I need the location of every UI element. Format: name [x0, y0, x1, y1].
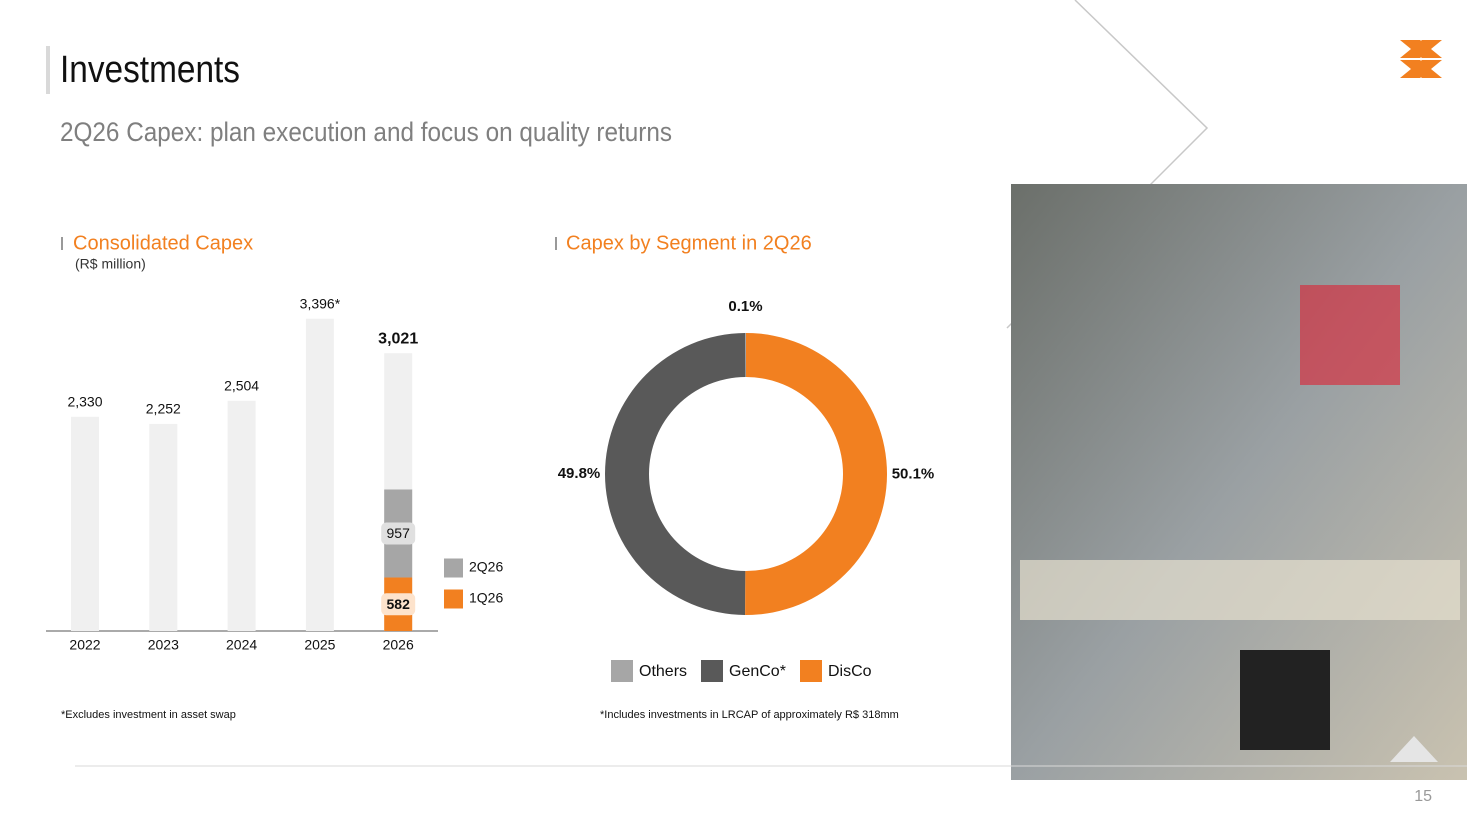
legend-label: 2Q26 [469, 559, 503, 575]
chart-title: Capex by Segment in 2Q26 [566, 232, 812, 254]
slice-label: 50.1% [892, 465, 935, 482]
segment-label: 957 [387, 525, 411, 541]
legend-swatch [611, 660, 633, 682]
x-tick-label: 2025 [304, 637, 335, 653]
chart-title: Consolidated Capex [73, 232, 253, 254]
section-bar [555, 237, 557, 250]
x-tick-label: 2026 [383, 637, 414, 653]
section-bar [61, 237, 63, 250]
value-label: 3,396* [300, 295, 341, 311]
donut-slice [745, 333, 888, 615]
bar [149, 423, 178, 631]
chart-subtitle: (R$ million) [75, 256, 146, 272]
x-tick-label: 2022 [69, 637, 100, 653]
legend-swatch [701, 660, 723, 682]
value-label: 3,021 [378, 330, 418, 347]
subtitle: 2Q26 Capex: plan execution and focus on … [60, 117, 672, 147]
footnote: *Excludes investment in asset swap [61, 709, 236, 721]
bar [305, 318, 334, 631]
legend-swatch [444, 558, 463, 578]
segment-label: 582 [387, 596, 411, 612]
bar [71, 416, 99, 631]
photo-keyboard [1240, 650, 1330, 750]
donut-slice [745, 333, 746, 378]
value-label: 2,330 [67, 393, 102, 409]
x-tick-label: 2023 [148, 637, 179, 653]
segment-label-box [381, 522, 416, 545]
photo-poster [1300, 285, 1400, 385]
title: Investments [60, 49, 240, 91]
value-label: 2,252 [146, 401, 181, 417]
slice-label: 0.1% [728, 298, 762, 315]
donut-slice [605, 333, 746, 615]
segment-label-box [381, 593, 416, 616]
value-label: 2,504 [224, 377, 259, 393]
footnote: *Includes investments in LRCAP of approx… [600, 709, 899, 721]
legend-label: 1Q26 [469, 590, 503, 606]
legend-swatch [444, 589, 463, 609]
legend-label: GenCo* [729, 663, 786, 680]
legend-label: DisCo [828, 663, 872, 680]
x-tick-label: 2024 [226, 637, 257, 653]
page-number: 15 [1414, 788, 1432, 805]
title-bar [46, 46, 50, 94]
photo [1011, 184, 1467, 780]
bar [227, 400, 256, 631]
logo [1400, 40, 1442, 78]
photo-icon [1390, 736, 1438, 762]
legend-label: Others [639, 663, 687, 680]
legend-swatch [800, 660, 822, 682]
slice-label: 49.8% [558, 465, 601, 482]
photo-desk [1020, 560, 1460, 620]
